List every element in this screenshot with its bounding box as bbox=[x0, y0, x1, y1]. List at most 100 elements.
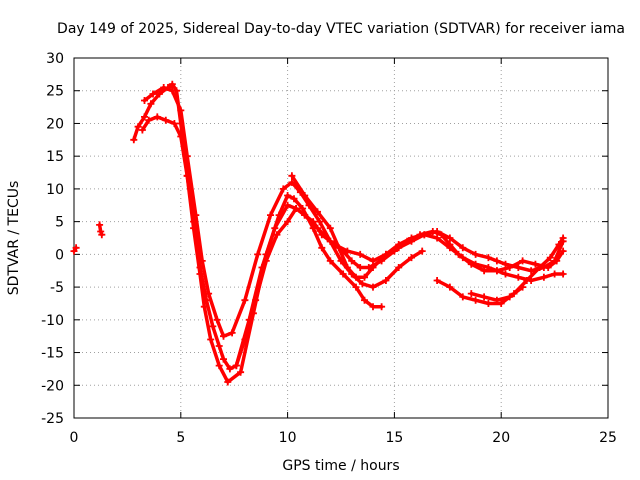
y-tick-label: -15 bbox=[41, 346, 64, 362]
data-point bbox=[162, 116, 170, 124]
y-tick-label: 15 bbox=[46, 149, 64, 165]
data-point bbox=[316, 218, 324, 226]
data-point bbox=[484, 300, 492, 307]
data-point bbox=[141, 113, 148, 121]
data-point bbox=[369, 303, 377, 311]
data-point bbox=[514, 264, 522, 271]
data-point bbox=[433, 228, 441, 235]
data-point bbox=[408, 234, 415, 242]
data-point bbox=[352, 273, 360, 281]
data-point bbox=[215, 362, 223, 370]
data-point bbox=[559, 234, 567, 242]
axis-ticks: 0 5 10 15 20 25 -25 -20 -15 -10 -5 0 5 10 15 20 25 30 bbox=[41, 51, 617, 446]
data-point bbox=[339, 270, 347, 278]
data-point bbox=[254, 250, 262, 258]
data-point bbox=[378, 303, 386, 311]
data-point bbox=[369, 283, 377, 291]
data-point bbox=[531, 260, 539, 268]
x-tick-label: 25 bbox=[599, 430, 617, 446]
data-point bbox=[459, 244, 467, 252]
data-point bbox=[318, 244, 326, 252]
data-point bbox=[130, 136, 138, 144]
chart-title: Day 149 of 2025, Sidereal Day-to-day VTE… bbox=[57, 21, 625, 37]
data-point bbox=[480, 267, 488, 275]
data-point bbox=[292, 205, 300, 212]
data-point bbox=[98, 231, 106, 239]
data-point bbox=[72, 244, 80, 252]
grid bbox=[74, 58, 608, 418]
data-point bbox=[408, 254, 415, 262]
data-point bbox=[288, 172, 296, 180]
data-point bbox=[267, 211, 274, 219]
data-point bbox=[301, 192, 309, 199]
series-trace bbox=[132, 82, 384, 384]
data-point bbox=[202, 296, 210, 304]
data-point bbox=[241, 296, 249, 304]
data-point bbox=[472, 250, 480, 258]
data-point bbox=[361, 273, 368, 281]
data-point bbox=[215, 342, 223, 350]
data-point bbox=[170, 120, 178, 127]
data-point bbox=[220, 355, 227, 363]
plot-frame bbox=[73, 57, 609, 419]
data-point bbox=[209, 322, 217, 330]
data-point bbox=[273, 231, 281, 239]
data-point bbox=[314, 224, 321, 232]
data-point bbox=[284, 201, 292, 209]
data-point bbox=[395, 241, 403, 248]
data-point bbox=[536, 264, 544, 271]
y-tick-label: 20 bbox=[46, 116, 64, 132]
data-point bbox=[519, 283, 527, 291]
data-point bbox=[160, 84, 168, 91]
data-point bbox=[301, 211, 309, 219]
data-point bbox=[551, 257, 559, 265]
data-point bbox=[369, 264, 377, 271]
data-point bbox=[352, 283, 360, 291]
data-point bbox=[177, 106, 185, 114]
data-point bbox=[420, 231, 428, 239]
data-point bbox=[527, 267, 535, 275]
data-point bbox=[258, 264, 266, 271]
data-point bbox=[493, 296, 501, 304]
data-point bbox=[290, 195, 298, 203]
data-point bbox=[183, 152, 191, 160]
data-series bbox=[70, 80, 567, 386]
y-tick-label: 30 bbox=[46, 51, 64, 67]
data-point bbox=[559, 270, 567, 278]
data-point bbox=[493, 257, 501, 265]
data-point bbox=[361, 296, 368, 304]
data-point bbox=[228, 329, 236, 337]
data-point bbox=[335, 244, 343, 252]
data-point bbox=[467, 290, 475, 298]
data-point bbox=[138, 126, 146, 134]
data-point bbox=[540, 273, 548, 281]
y-axis-label: SDTVAR / TECUs bbox=[6, 181, 22, 296]
data-point bbox=[284, 192, 292, 199]
series-track-5 bbox=[141, 84, 426, 340]
data-point bbox=[555, 241, 563, 248]
y-tick-label: -25 bbox=[41, 411, 64, 427]
series-track-2 bbox=[96, 221, 106, 239]
data-point bbox=[153, 113, 161, 121]
data-point bbox=[519, 257, 527, 265]
data-point bbox=[356, 264, 364, 271]
data-point bbox=[326, 257, 334, 265]
data-point bbox=[446, 234, 454, 242]
series-track-9 bbox=[467, 283, 527, 304]
data-point bbox=[446, 241, 454, 248]
series-track-1 bbox=[70, 244, 80, 255]
data-point bbox=[343, 264, 351, 271]
y-tick-label: -5 bbox=[50, 280, 64, 296]
data-point bbox=[493, 267, 501, 275]
data-point bbox=[484, 254, 492, 262]
series-track-4 bbox=[138, 113, 567, 373]
data-point bbox=[356, 250, 364, 258]
x-tick-label: 20 bbox=[492, 430, 510, 446]
data-point bbox=[358, 280, 366, 288]
y-tick-label: -10 bbox=[41, 313, 64, 329]
data-point bbox=[559, 247, 567, 255]
data-point bbox=[245, 316, 253, 324]
data-point bbox=[446, 283, 454, 291]
y-tick-label: 0 bbox=[55, 247, 64, 263]
